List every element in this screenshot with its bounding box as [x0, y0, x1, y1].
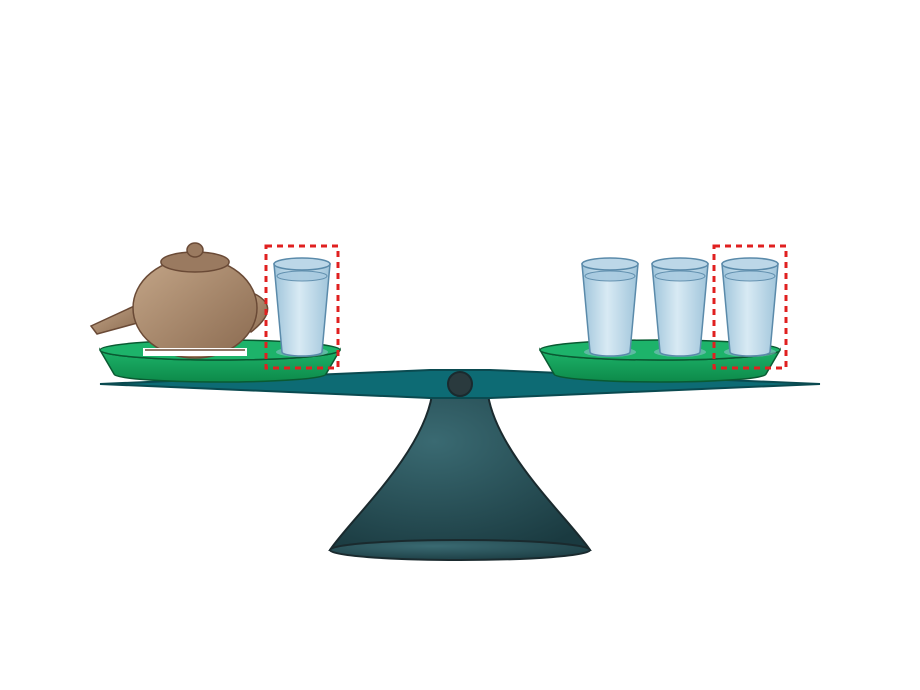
cup-icon	[582, 258, 638, 357]
scale-base	[330, 395, 590, 560]
scale-pivot	[448, 372, 472, 396]
teapot-body	[133, 258, 257, 358]
cup-icon	[274, 258, 330, 357]
cup-icon	[652, 258, 708, 357]
teapot-knob	[187, 243, 203, 257]
teapot-icon	[91, 243, 268, 358]
cup-icon	[722, 258, 778, 357]
balance-diagram	[0, 0, 920, 690]
